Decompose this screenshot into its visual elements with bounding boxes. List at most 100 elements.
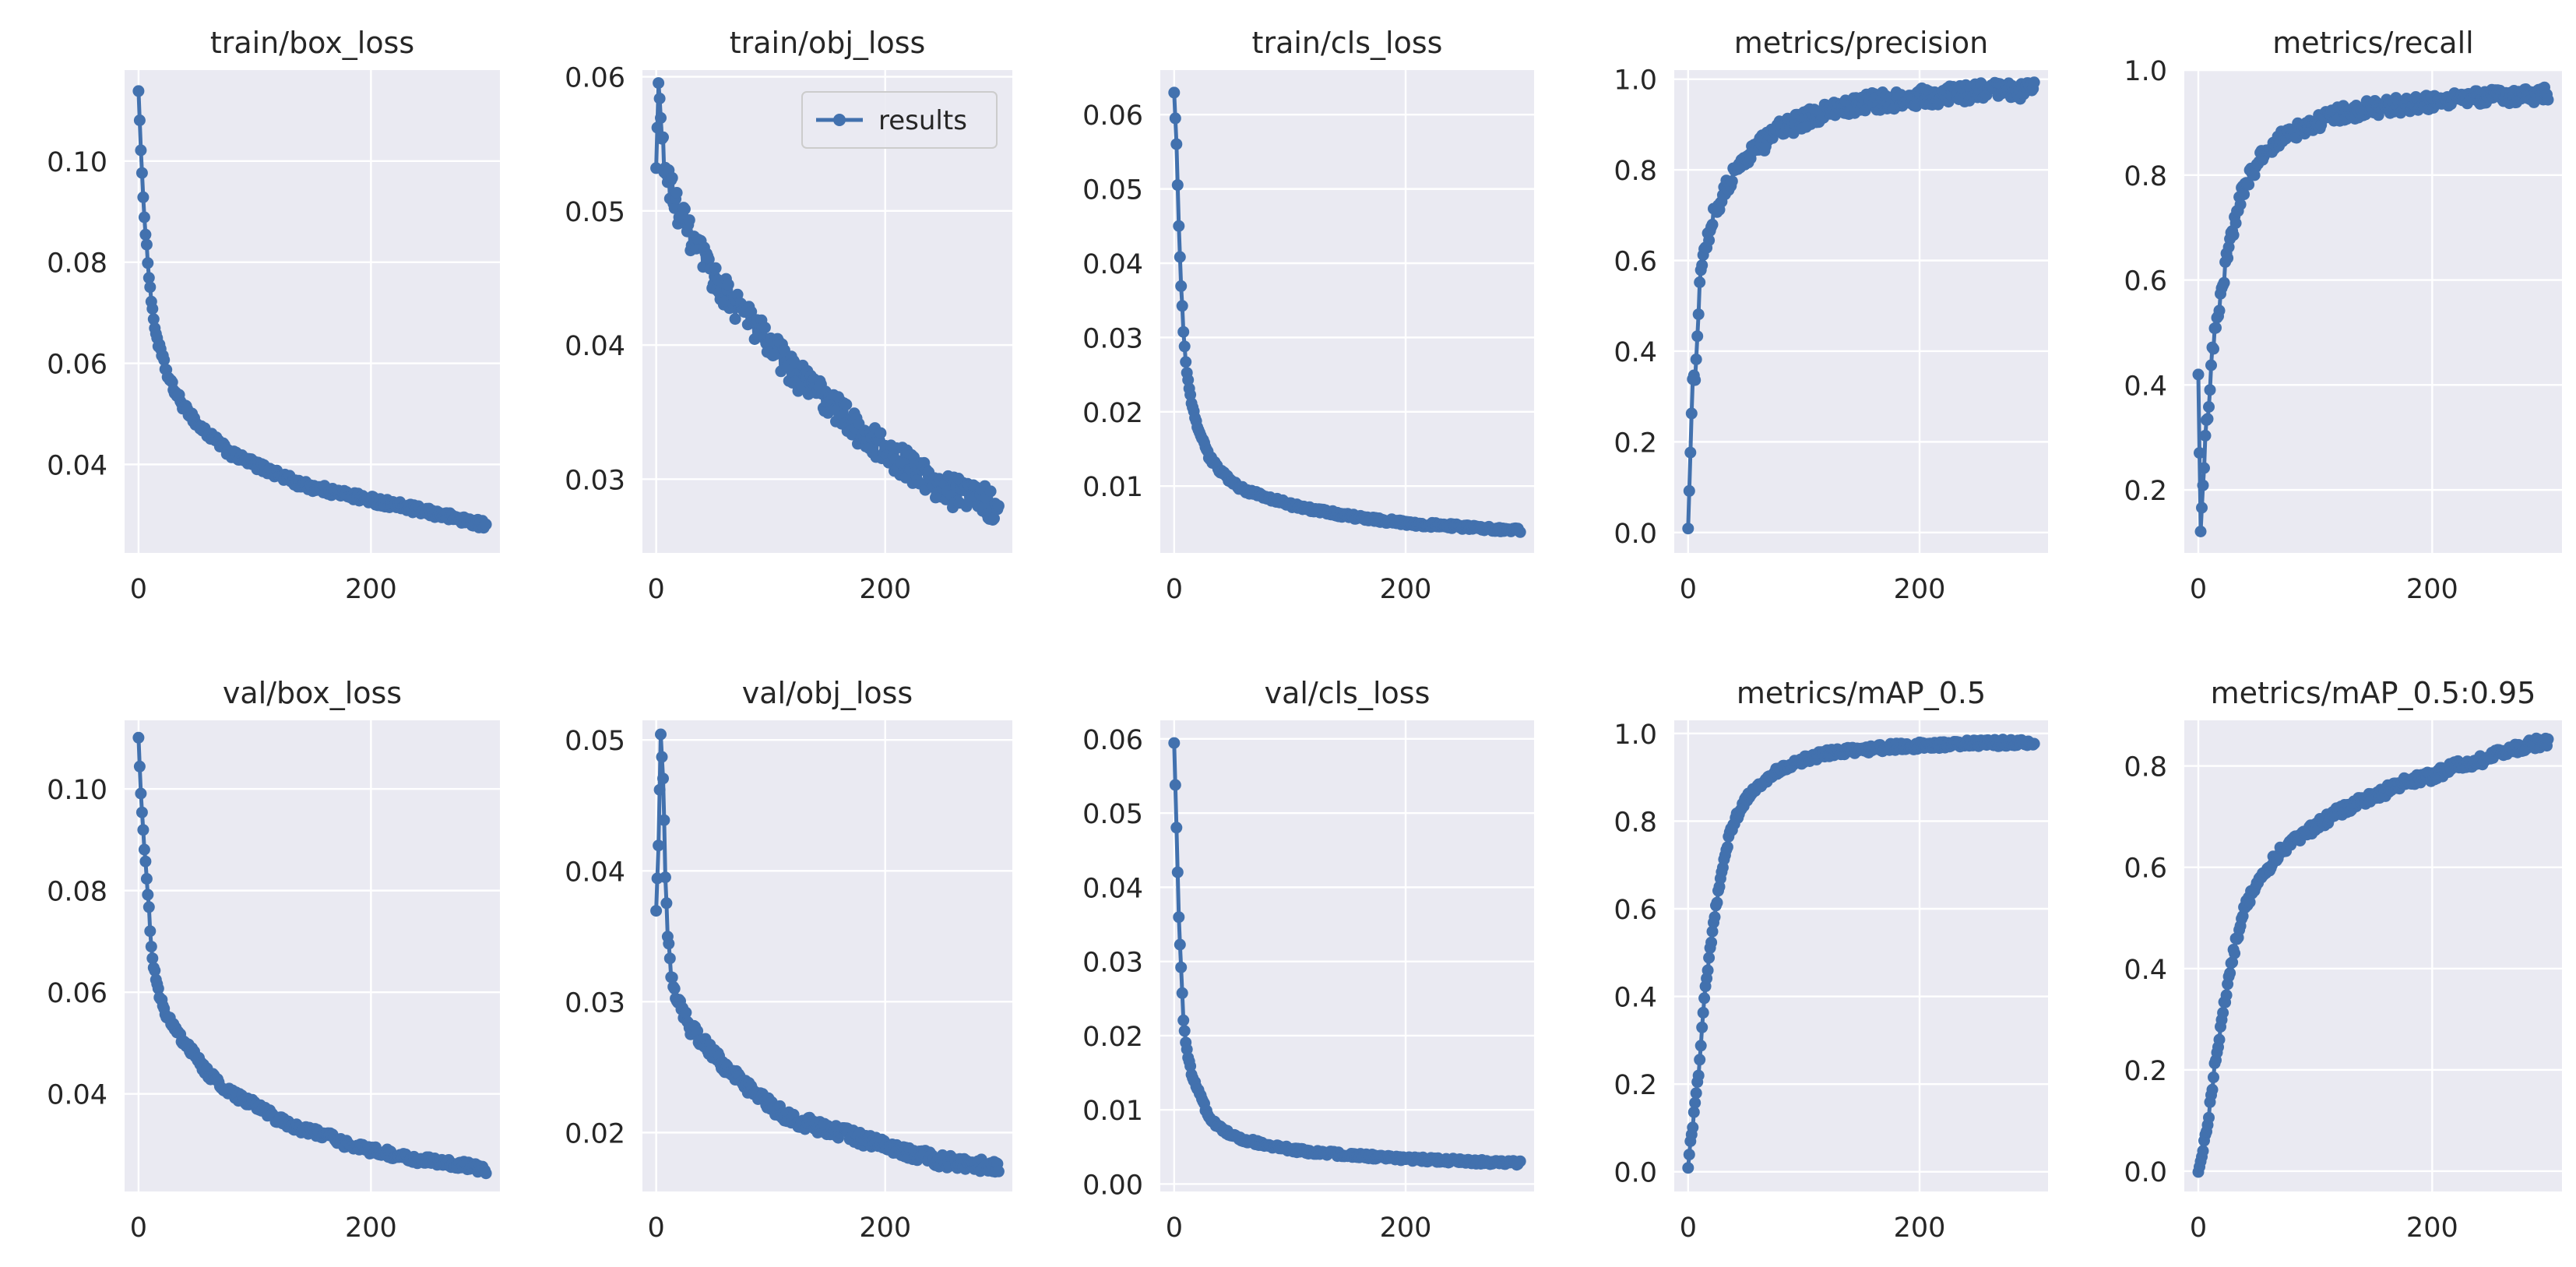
series-results [2192,732,2554,1178]
y-tick-label: 1.0 [2124,56,2167,87]
data-point [653,783,666,796]
data-point [1177,326,1190,338]
data-point [653,93,666,104]
data-point [1180,356,1192,368]
data-point [709,262,722,274]
data-point [2210,322,2222,334]
data-point [1170,822,1183,834]
data-point [657,131,669,143]
data-point [2206,1083,2219,1096]
y-tick-label: 0.06 [1082,100,1143,132]
chart-title: val/cls_loss [1265,676,1431,710]
data-point [656,751,668,763]
y-tick-label: 0.6 [1614,895,1657,926]
y-tick-label: 0.4 [2124,371,2167,402]
y-tick-label: 1.0 [1614,65,1657,97]
chart-panel-3: train/cls_loss 0.01 0.02 0.03 0.04 0.05 0.06 0 2… [1082,26,1534,605]
data-point [651,121,663,134]
y-tick-label: 0.05 [565,726,625,757]
y-tick-label: 0.02 [1082,398,1143,429]
data-point [1683,484,1695,497]
data-point [1174,938,1186,951]
series-results [132,85,492,534]
data-point [1184,389,1197,401]
data-point [683,214,695,227]
data-point [1690,354,1702,365]
y-tick-label: 0.03 [565,465,625,496]
y-tick-label: 0.10 [47,147,107,178]
data-point [660,897,673,910]
y-tick-label: 0.2 [2124,476,2167,507]
x-tick-label: 200 [1380,574,1432,605]
chart-panel-5: metrics/recall 0.2 0.4 0.6 0.8 1.0 0 200 [2124,26,2562,605]
data-point [1705,936,1718,948]
series-results [1682,734,2040,1174]
data-point [140,873,153,885]
data-point [1703,952,1716,964]
plot-area [125,720,500,1191]
data-point [2198,462,2210,474]
data-point [138,211,150,223]
series-results [650,77,1005,526]
data-point [1706,925,1719,938]
data-point [1682,523,1694,535]
data-point [149,964,161,977]
chart-title: val/box_loss [223,676,402,710]
data-point [1178,1025,1191,1037]
data-point [144,925,157,938]
data-point [680,1006,692,1019]
chart-panel-8: val/cls_loss 0.00 0.01 0.02 0.03 0.04 0.05 0.06… [1082,676,1534,1244]
data-point [139,855,152,868]
plot-area [2184,70,2562,553]
chart-panel-1: train/box_loss 0.04 0.06 0.08 0.10 0 200 [47,26,500,605]
data-point [655,728,667,741]
data-point [1173,911,1185,924]
data-point [133,114,146,126]
series-results [1168,737,1526,1171]
data-point [1684,446,1697,459]
data-point [1706,218,1719,231]
data-point [2208,343,2219,355]
data-point [1175,961,1188,973]
data-point [670,187,683,199]
data-point [147,313,160,326]
x-tick-label: 0 [1680,574,1697,605]
data-point [1174,251,1186,263]
plot-area [1160,70,1534,553]
data-point [653,77,665,90]
data-point [2201,413,2214,425]
data-point [146,303,159,315]
chart-title: train/box_loss [210,26,414,60]
data-point [2220,989,2233,1001]
data-point [1170,138,1183,150]
data-point [2213,1033,2226,1046]
data-point [1711,896,1723,909]
data-point [1694,1040,1707,1052]
y-tick-label: 0.03 [1082,323,1143,354]
chart-title: train/obj_loss [730,26,926,60]
data-point [2218,276,2230,289]
y-tick-label: 0.8 [1614,807,1657,838]
plot-area [1160,720,1534,1191]
data-point [722,278,734,290]
data-point [1514,1155,1526,1167]
data-point [988,512,1000,525]
y-tick-label: 0.01 [1082,472,1143,503]
x-tick-label: 0 [130,574,147,605]
data-point [1683,1149,1695,1161]
data-point [1703,234,1716,247]
y-tick-label: 0.02 [565,1118,625,1149]
y-tick-label: 0.05 [1082,799,1143,830]
chart-title: metrics/recall [2272,26,2473,60]
series-results [1168,86,1526,538]
data-point [2226,956,2239,969]
y-tick-label: 0.2 [2124,1056,2167,1087]
chart-panel-10: metrics/mAP_0.5:0.95 0.0 0.2 0.4 0.6 0.8 0 200 [2124,676,2562,1244]
data-point [2194,447,2205,459]
data-point [666,971,678,984]
data-point [668,202,681,214]
data-point [135,806,148,818]
plot-area [1674,720,2048,1191]
data-point [1182,374,1195,386]
x-tick-label: 0 [130,1212,147,1244]
